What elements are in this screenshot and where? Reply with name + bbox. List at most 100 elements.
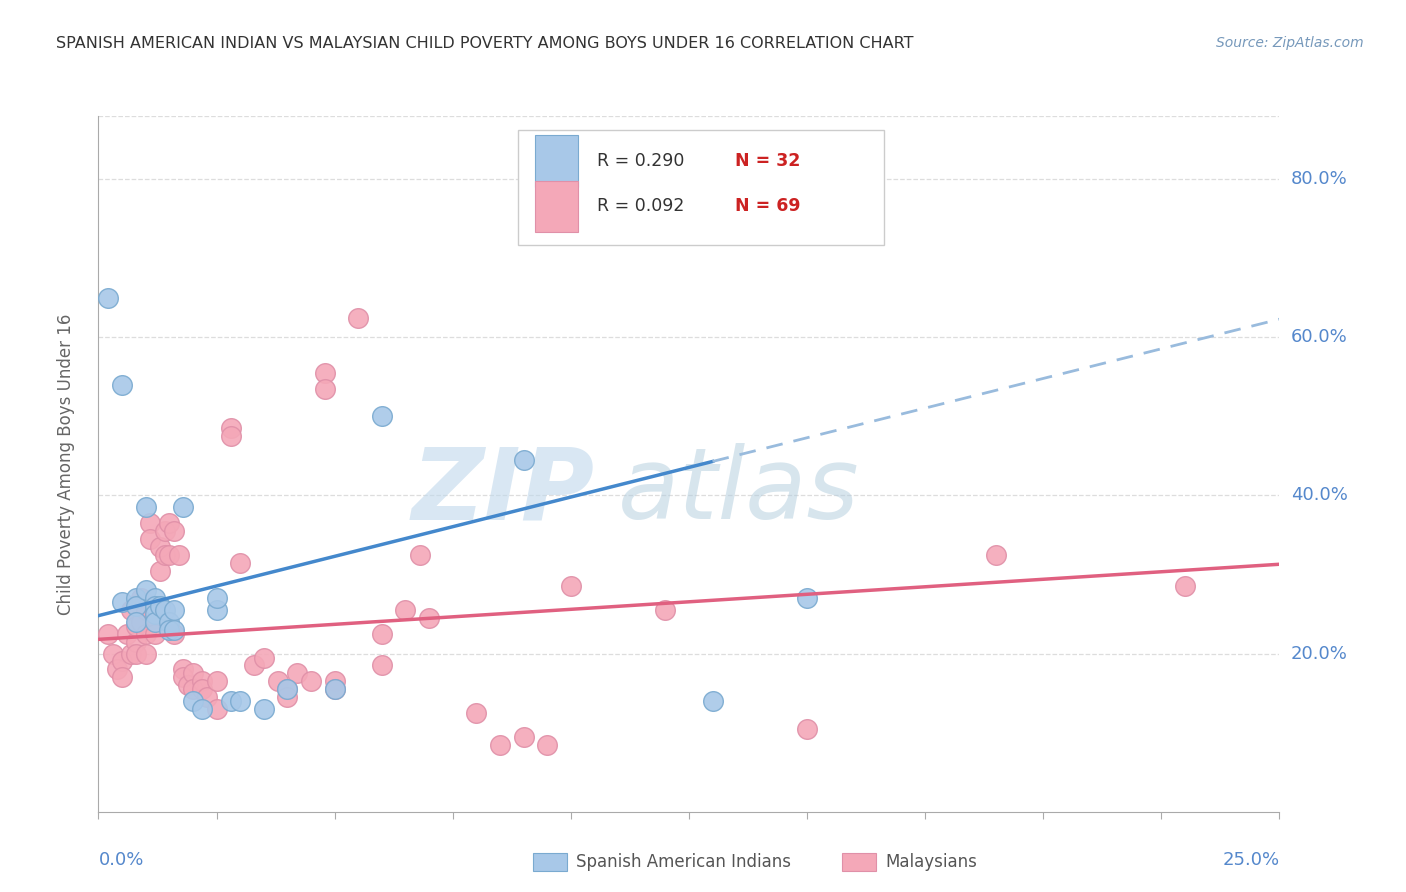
Point: [1174, 579, 1197, 593]
Point: [129, 591, 152, 606]
Point: [135, 603, 157, 617]
Point: [323, 682, 346, 697]
Point: [512, 453, 534, 467]
Point: [125, 599, 148, 614]
Point: [143, 591, 166, 606]
Point: [512, 730, 534, 744]
Point: [276, 690, 298, 704]
Point: [205, 603, 228, 617]
Point: [149, 540, 172, 554]
Point: [111, 595, 134, 609]
Point: [314, 366, 336, 380]
Point: [111, 655, 134, 669]
Point: [135, 627, 157, 641]
FancyBboxPatch shape: [517, 130, 884, 244]
Point: [219, 421, 242, 435]
Point: [205, 674, 228, 689]
Point: [125, 647, 148, 661]
Y-axis label: Child Poverty Among Boys Under 16: Child Poverty Among Boys Under 16: [56, 313, 75, 615]
Point: [163, 623, 186, 637]
Point: [97, 627, 120, 641]
Text: atlas: atlas: [619, 443, 859, 541]
Point: [143, 627, 166, 641]
Point: [276, 682, 298, 697]
Text: 80.0%: 80.0%: [1291, 170, 1347, 188]
Point: [153, 524, 176, 538]
Point: [229, 694, 252, 708]
Point: [153, 548, 176, 562]
Point: [465, 706, 488, 720]
Point: [219, 694, 242, 708]
Point: [181, 666, 204, 681]
Text: N = 32: N = 32: [735, 153, 800, 170]
Point: [143, 611, 166, 625]
Point: [139, 516, 162, 530]
Point: [177, 678, 200, 692]
Point: [139, 532, 162, 546]
Point: [181, 682, 204, 697]
Text: R = 0.290: R = 0.290: [596, 153, 685, 170]
Point: [702, 694, 724, 708]
Point: [125, 619, 148, 633]
Point: [157, 615, 180, 629]
Point: [418, 611, 440, 625]
Point: [125, 615, 148, 629]
Point: [163, 627, 186, 641]
Point: [167, 548, 190, 562]
Point: [560, 579, 582, 593]
Point: [101, 647, 124, 661]
Point: [654, 603, 676, 617]
Point: [276, 682, 298, 697]
Text: 20.0%: 20.0%: [1291, 645, 1347, 663]
Point: [129, 615, 152, 629]
Point: [205, 702, 228, 716]
Text: 40.0%: 40.0%: [1291, 486, 1347, 505]
Point: [97, 291, 120, 305]
Text: N = 69: N = 69: [735, 197, 800, 215]
Point: [121, 603, 143, 617]
Text: 25.0%: 25.0%: [1222, 851, 1279, 869]
Point: [157, 623, 180, 637]
Point: [371, 409, 394, 424]
Point: [219, 429, 242, 443]
Text: Source: ZipAtlas.com: Source: ZipAtlas.com: [1216, 36, 1364, 50]
Point: [111, 670, 134, 684]
Point: [172, 500, 194, 515]
Point: [314, 382, 336, 396]
Point: [243, 658, 266, 673]
Text: SPANISH AMERICAN INDIAN VS MALAYSIAN CHILD POVERTY AMONG BOYS UNDER 16 CORRELATI: SPANISH AMERICAN INDIAN VS MALAYSIAN CHI…: [56, 36, 914, 51]
Text: 60.0%: 60.0%: [1291, 328, 1347, 346]
Point: [205, 591, 228, 606]
Point: [253, 702, 276, 716]
Point: [408, 548, 430, 562]
Point: [796, 722, 818, 736]
Point: [371, 627, 394, 641]
Text: 0.0%: 0.0%: [98, 851, 143, 869]
Point: [984, 548, 1007, 562]
Point: [191, 702, 214, 716]
Point: [135, 500, 157, 515]
Point: [323, 674, 346, 689]
Point: [135, 583, 157, 598]
Point: [347, 310, 370, 325]
Text: ZIP: ZIP: [412, 443, 595, 541]
Point: [143, 607, 166, 621]
Point: [149, 564, 172, 578]
Point: [796, 591, 818, 606]
Point: [267, 674, 290, 689]
FancyBboxPatch shape: [536, 181, 578, 232]
Point: [143, 603, 166, 617]
Point: [536, 738, 558, 752]
Point: [229, 556, 252, 570]
Point: [163, 524, 186, 538]
Point: [394, 603, 416, 617]
Point: [163, 603, 186, 617]
Point: [143, 599, 166, 614]
Text: Spanish American Indians: Spanish American Indians: [576, 853, 792, 871]
Point: [181, 694, 204, 708]
Point: [191, 674, 214, 689]
Text: Malaysians: Malaysians: [886, 853, 977, 871]
FancyBboxPatch shape: [536, 136, 578, 187]
Text: R = 0.092: R = 0.092: [596, 197, 685, 215]
Point: [121, 647, 143, 661]
